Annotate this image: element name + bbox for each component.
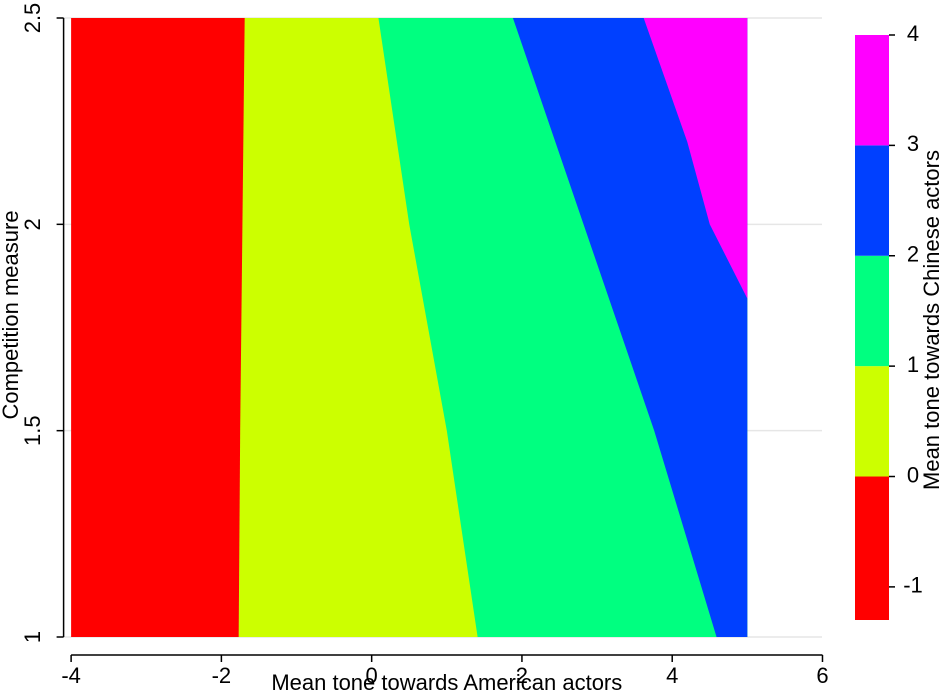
y-axis-label: Competition measure (0, 210, 23, 419)
colorbar-band (855, 35, 889, 146)
contour-region (643, 18, 748, 299)
colorbar-label: Mean tone towards Chinese actors (919, 150, 944, 490)
x-tick-label: -2 (212, 663, 232, 688)
colorbar-tick-label: 0 (907, 462, 919, 487)
colorbar-band (855, 145, 889, 256)
colorbar-tick-label: 3 (907, 131, 919, 156)
x-axis-label: Mean tone towards American actors (271, 670, 622, 695)
colorbar-tick-label: 2 (907, 242, 919, 267)
y-tick-label: 2.5 (20, 3, 45, 34)
colorbar-tick-label: -1 (903, 573, 923, 598)
x-tick-label: 2 (516, 663, 528, 688)
colorbar-tick-label: 1 (907, 352, 919, 377)
x-tick-label: 0 (366, 663, 378, 688)
contour-region (512, 18, 748, 637)
y-tick-label: 1.5 (20, 415, 45, 446)
colorbar-tick-label: 4 (907, 21, 919, 46)
x-tick-label: 4 (666, 663, 678, 688)
y-tick-label: 2 (20, 218, 45, 230)
x-tick-label: 6 (816, 663, 828, 688)
x-tick-label: -4 (61, 663, 81, 688)
colorbar-band (855, 255, 889, 367)
y-tick-label: 1 (20, 631, 45, 643)
colorbar-band (855, 476, 889, 620)
colorbar-band (855, 366, 889, 477)
